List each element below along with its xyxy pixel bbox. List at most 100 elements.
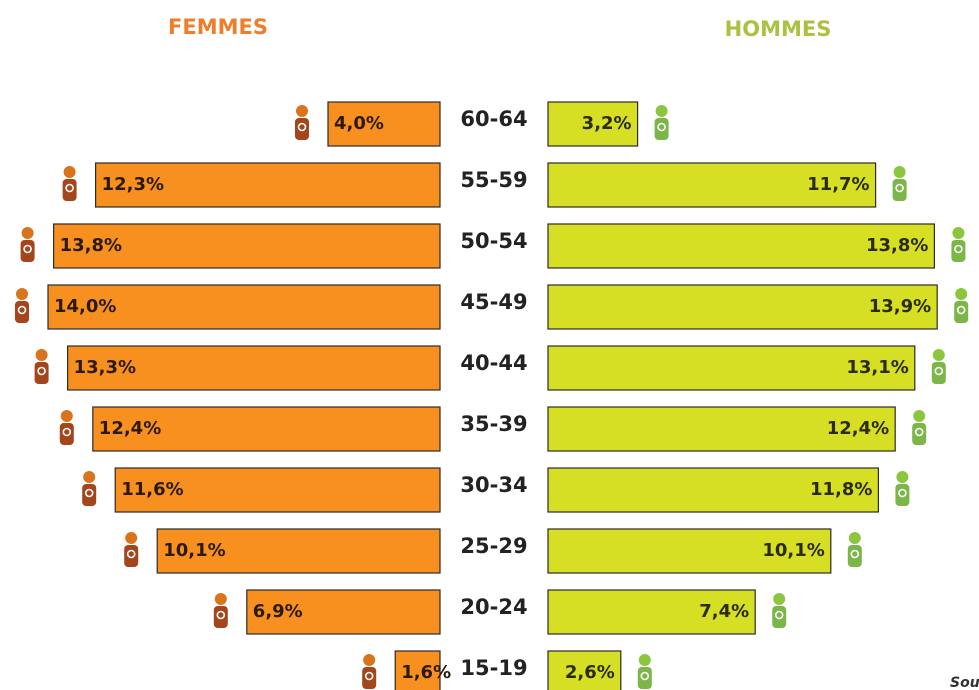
icon-symbol xyxy=(17,305,27,315)
icon-body xyxy=(15,301,29,323)
icon-head xyxy=(35,349,48,361)
icon-head xyxy=(896,471,909,483)
femmes-value-label: 1,6% xyxy=(401,662,451,683)
icon-body xyxy=(951,240,966,262)
icon-head xyxy=(16,288,28,300)
femmes-value-label: 11,6% xyxy=(121,479,183,500)
male-icon xyxy=(954,288,969,323)
hommes-bar xyxy=(547,467,879,513)
icon-symbol xyxy=(65,183,74,193)
female-icon xyxy=(59,410,74,445)
icon-head xyxy=(932,349,945,361)
hommes-value-label: 13,8% xyxy=(866,235,928,256)
female-icon xyxy=(34,349,49,384)
category-label: 25-29 xyxy=(460,534,527,558)
icon-body xyxy=(34,362,49,384)
icon-body xyxy=(295,118,309,140)
icon-head xyxy=(638,654,651,666)
hommes-bar xyxy=(547,345,916,391)
female-icon xyxy=(295,105,309,140)
icon-head xyxy=(214,593,227,605)
hommes-value-label: 12,4% xyxy=(827,418,889,439)
category-label: 45-49 xyxy=(460,290,527,314)
hommes-bar xyxy=(547,589,756,635)
icon-body xyxy=(931,362,946,384)
hommes-title: HOMMES xyxy=(725,17,832,41)
male-icon xyxy=(951,227,966,262)
male-icon xyxy=(772,593,787,628)
icon-head xyxy=(63,166,76,178)
icon-symbol xyxy=(126,549,136,559)
female-icon xyxy=(15,288,29,323)
icon-body xyxy=(954,301,969,323)
icon-head xyxy=(296,105,308,117)
hommes-value-label: 3,2% xyxy=(582,113,632,134)
icon-symbol xyxy=(774,610,784,620)
icon-body xyxy=(654,118,669,140)
femmes-bar xyxy=(92,406,441,452)
hommes-value-label: 13,9% xyxy=(869,296,931,317)
femmes-bar xyxy=(246,589,441,635)
icon-symbol xyxy=(934,366,944,376)
icon-head xyxy=(60,410,73,422)
icon-body xyxy=(59,423,74,445)
icon-symbol xyxy=(364,671,374,681)
icon-body xyxy=(637,667,652,689)
femmes-bar xyxy=(327,101,441,147)
icon-symbol xyxy=(216,610,226,620)
hommes-value-label: 13,1% xyxy=(846,357,908,378)
icon-head xyxy=(83,471,96,483)
hommes-bar xyxy=(547,101,639,147)
icon-body xyxy=(362,667,377,689)
icon-symbol xyxy=(640,671,650,681)
icon-body xyxy=(847,545,862,567)
icon-head xyxy=(125,532,138,544)
hommes-bar xyxy=(547,223,935,269)
female-icon xyxy=(82,471,97,506)
icon-body xyxy=(892,179,907,201)
icon-symbol xyxy=(37,366,46,376)
hommes-value-label: 7,4% xyxy=(699,601,749,622)
icon-head xyxy=(848,532,861,544)
icon-head xyxy=(893,166,906,178)
femmes-value-label: 4,0% xyxy=(334,113,384,134)
male-icon xyxy=(931,349,946,384)
female-icon xyxy=(20,227,35,262)
icon-symbol xyxy=(956,305,966,315)
hommes-bar xyxy=(547,284,938,330)
femmes-value-label: 12,3% xyxy=(102,174,164,195)
category-label: 60-64 xyxy=(460,107,527,131)
icon-symbol xyxy=(23,244,32,254)
icon-symbol xyxy=(954,244,963,254)
hommes-bar xyxy=(547,162,877,208)
category-label: 15-19 xyxy=(460,656,527,680)
icon-body xyxy=(62,179,77,201)
femmes-value-label: 13,3% xyxy=(74,357,136,378)
male-icon xyxy=(847,532,862,567)
icon-head xyxy=(773,593,786,605)
hommes-bar xyxy=(547,528,832,574)
icon-head xyxy=(913,410,926,422)
icon-body xyxy=(82,484,97,506)
femmes-bar xyxy=(52,223,441,269)
icon-body xyxy=(213,606,228,628)
icon-body xyxy=(912,423,927,445)
female-icon xyxy=(213,593,228,628)
source: Sou xyxy=(950,675,979,690)
icon-symbol xyxy=(84,488,94,498)
icon-head xyxy=(655,105,668,117)
femmes-bar xyxy=(94,162,441,208)
hommes-value-label: 11,8% xyxy=(810,479,872,500)
femmes-bar xyxy=(156,528,441,574)
female-icon xyxy=(62,166,77,201)
femmes-bar xyxy=(394,650,441,690)
hommes-value-label: 10,1% xyxy=(762,540,824,561)
icon-symbol xyxy=(895,183,904,193)
hommes-value-label: 11,7% xyxy=(807,174,869,195)
icon-symbol xyxy=(850,549,860,559)
category-label: 50-54 xyxy=(460,229,527,253)
male-icon xyxy=(654,105,669,140)
category-label: 20-24 xyxy=(460,595,527,619)
male-icon xyxy=(892,166,907,201)
icon-body xyxy=(895,484,910,506)
